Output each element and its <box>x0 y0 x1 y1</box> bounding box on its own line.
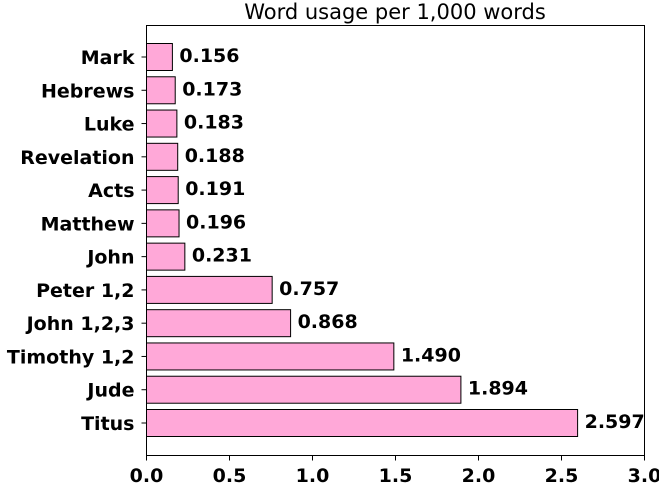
data-label: 0.757 <box>279 278 339 300</box>
x-tick-label: 2.5 <box>545 465 579 486</box>
x-tick-label: 3.0 <box>628 465 659 486</box>
chart-title: Word usage per 1,000 words <box>244 0 546 24</box>
data-label: 0.183 <box>184 112 244 134</box>
category-label: John <box>85 247 134 269</box>
x-tick-label: 1.5 <box>379 465 413 486</box>
data-label: 0.196 <box>186 211 246 233</box>
data-label: 0.156 <box>179 45 239 67</box>
category-label: Peter 1,2 <box>36 280 134 302</box>
category-label: Jude <box>85 380 134 402</box>
data-label: 0.188 <box>185 145 245 167</box>
data-label: 1.894 <box>468 378 528 400</box>
bar <box>146 76 176 105</box>
x-tick-label: 0.5 <box>213 465 247 486</box>
category-label: Acts <box>88 180 134 202</box>
bar <box>146 43 173 71</box>
bar <box>146 275 273 304</box>
x-tick-label: 0.0 <box>130 465 164 486</box>
bar <box>146 209 180 238</box>
category-label: Matthew <box>41 213 135 235</box>
data-label: 0.173 <box>182 78 242 100</box>
category-label: Timothy 1,2 <box>7 346 135 368</box>
category-label: John 1,2,3 <box>25 313 135 335</box>
bar <box>146 375 462 404</box>
bar <box>146 342 395 371</box>
bar <box>146 409 579 437</box>
category-label: Mark <box>81 47 135 69</box>
bar <box>146 142 179 171</box>
data-label: 1.490 <box>401 344 461 366</box>
category-label: Titus <box>81 413 134 435</box>
bar <box>146 109 178 138</box>
category-label: Hebrews <box>41 80 135 102</box>
category-label: Revelation <box>20 147 134 169</box>
category-label: Luke <box>84 114 135 136</box>
bar <box>146 176 179 205</box>
data-label: 0.868 <box>298 311 358 333</box>
data-label: 0.191 <box>185 178 245 200</box>
x-tick-label: 1.0 <box>296 465 330 486</box>
bar <box>146 309 292 338</box>
x-tick-label: 2.0 <box>462 465 496 486</box>
data-label: 0.231 <box>192 245 252 267</box>
data-label: 2.597 <box>585 411 645 433</box>
bar <box>146 242 186 271</box>
